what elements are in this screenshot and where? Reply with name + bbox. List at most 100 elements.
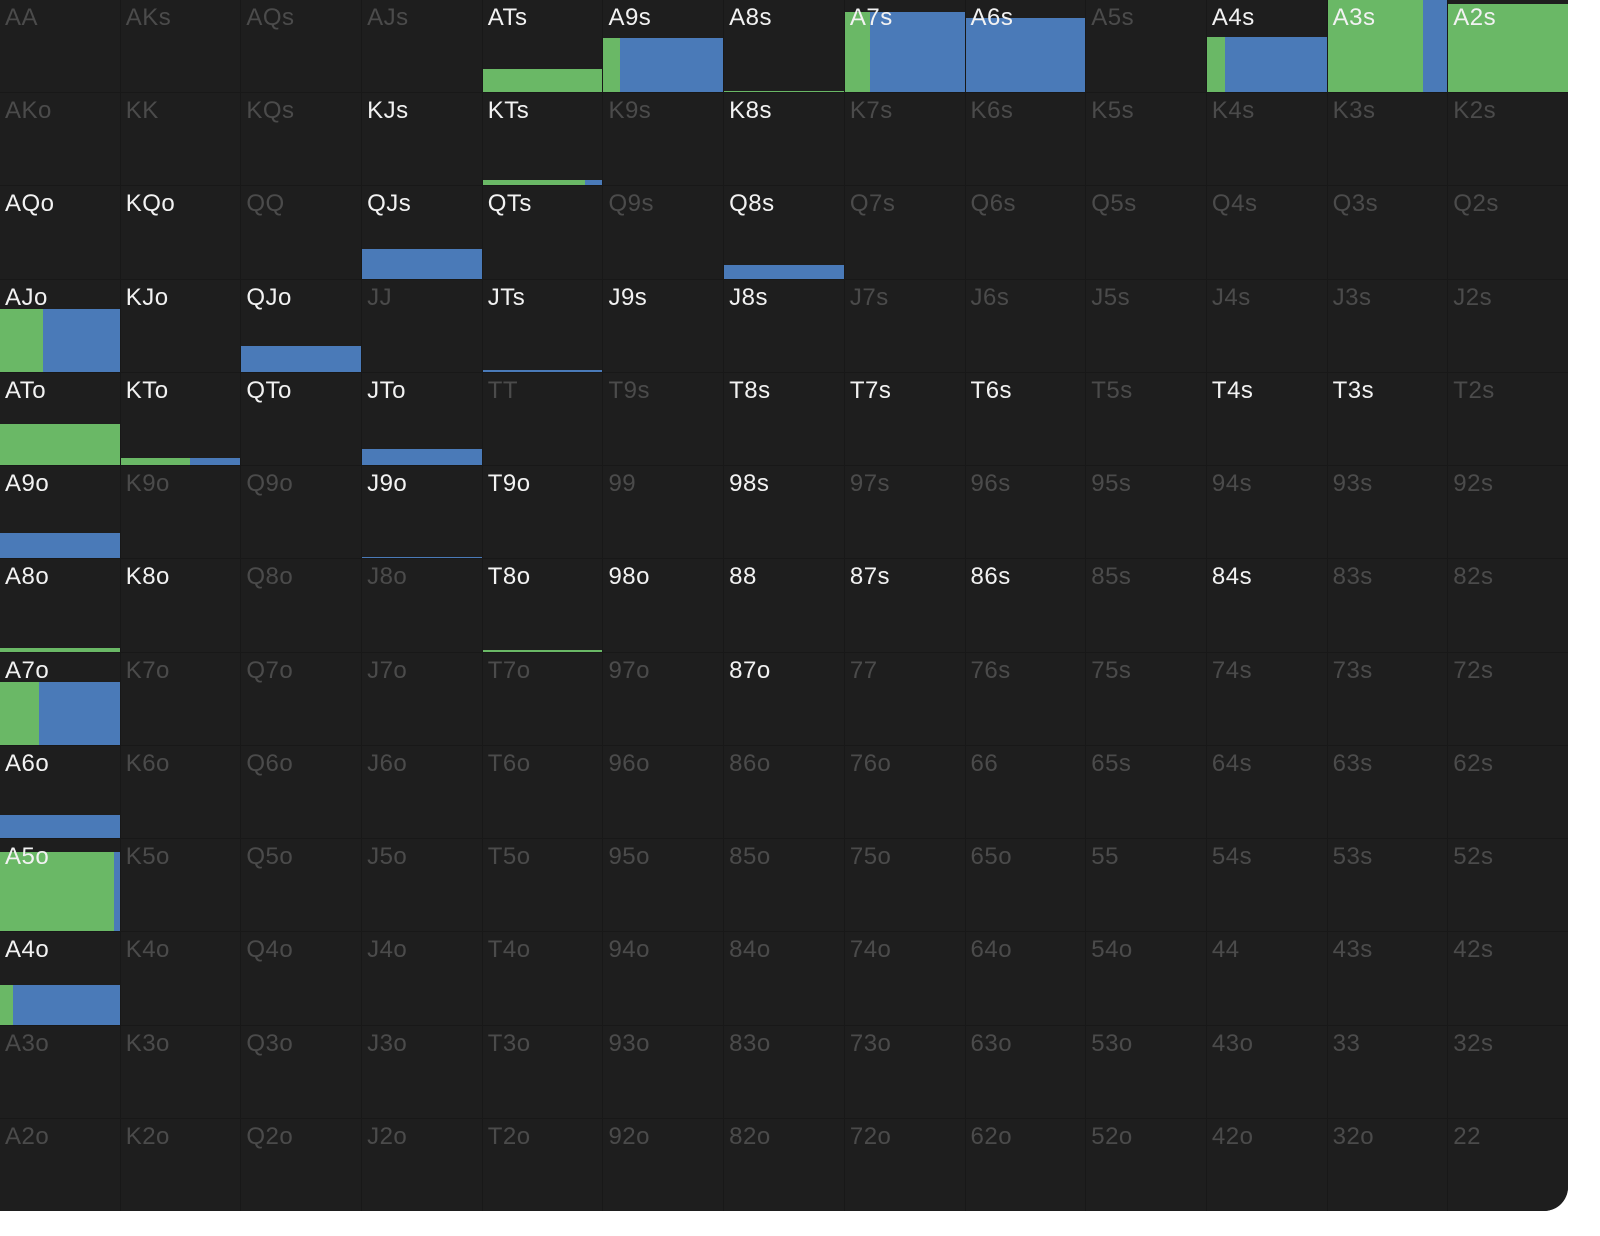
hand-cell[interactable]: J9s — [603, 279, 724, 372]
hand-cell[interactable]: 74s — [1206, 652, 1327, 745]
hand-cell[interactable]: 65s — [1086, 745, 1206, 839]
hand-cell[interactable]: 43o — [1206, 1025, 1327, 1118]
hand-cell[interactable]: K2s — [1448, 93, 1568, 186]
hand-cell[interactable]: 82o — [724, 1118, 844, 1211]
hand-cell[interactable]: JTo — [362, 372, 482, 466]
hand-cell[interactable]: 96s — [965, 466, 1086, 559]
hand-cell[interactable]: Q2o — [241, 1118, 362, 1211]
hand-cell[interactable]: J6o — [362, 745, 482, 839]
hand-cell[interactable]: 62s — [1448, 745, 1568, 839]
hand-cell[interactable]: A2o — [0, 1118, 120, 1211]
hand-cell[interactable]: T6s — [965, 372, 1086, 466]
hand-cell[interactable]: TT — [482, 372, 603, 466]
hand-cell[interactable]: Q6s — [965, 186, 1086, 279]
hand-cell[interactable]: 64s — [1206, 745, 1327, 839]
hand-cell[interactable]: QTs — [482, 186, 603, 279]
hand-cell[interactable]: Q4o — [241, 932, 362, 1025]
hand-cell[interactable]: J6s — [965, 279, 1086, 372]
hand-cell[interactable]: AQo — [0, 186, 120, 279]
hand-cell[interactable]: T8s — [724, 372, 844, 466]
hand-cell[interactable]: J8o — [362, 559, 482, 652]
hand-cell[interactable]: 32s — [1448, 1025, 1568, 1118]
hand-cell[interactable]: A9s — [603, 0, 724, 93]
hand-cell[interactable]: 44 — [1206, 932, 1327, 1025]
hand-cell[interactable]: Q7s — [844, 186, 965, 279]
hand-cell[interactable]: J3s — [1327, 279, 1448, 372]
hand-cell[interactable]: J8s — [724, 279, 844, 372]
hand-cell[interactable]: A3o — [0, 1025, 120, 1118]
hand-cell[interactable]: A9o — [0, 466, 120, 559]
hand-cell[interactable]: Q2s — [1448, 186, 1568, 279]
hand-cell[interactable]: 43s — [1327, 932, 1448, 1025]
hand-cell[interactable]: 62o — [965, 1118, 1086, 1211]
hand-cell[interactable]: 95o — [603, 839, 724, 932]
hand-cell[interactable]: 73s — [1327, 652, 1448, 745]
hand-cell[interactable]: 75o — [844, 839, 965, 932]
hand-cell[interactable]: A4o — [0, 932, 120, 1025]
hand-cell[interactable]: 54o — [1086, 932, 1206, 1025]
hand-cell[interactable]: A7s — [844, 0, 965, 93]
hand-cell[interactable]: Q9o — [241, 466, 362, 559]
hand-cell[interactable]: K8s — [724, 93, 844, 186]
hand-cell[interactable]: 63o — [965, 1025, 1086, 1118]
hand-cell[interactable]: 65o — [965, 839, 1086, 932]
hand-cell[interactable]: 96o — [603, 745, 724, 839]
hand-cell[interactable]: Q7o — [241, 652, 362, 745]
hand-cell[interactable]: A5s — [1086, 0, 1206, 93]
hand-cell[interactable]: K8o — [120, 559, 241, 652]
hand-cell[interactable]: 72o — [844, 1118, 965, 1211]
hand-cell[interactable]: 85o — [724, 839, 844, 932]
hand-cell[interactable]: ATo — [0, 372, 120, 466]
hand-cell[interactable]: J2o — [362, 1118, 482, 1211]
hand-cell[interactable]: J5o — [362, 839, 482, 932]
hand-cell[interactable]: T2s — [1448, 372, 1568, 466]
hand-cell[interactable]: K4o — [120, 932, 241, 1025]
hand-cell[interactable]: KQo — [120, 186, 241, 279]
hand-cell[interactable]: 66 — [965, 745, 1086, 839]
hand-cell[interactable]: K5s — [1086, 93, 1206, 186]
hand-cell[interactable]: J9o — [362, 466, 482, 559]
hand-cell[interactable]: K9s — [603, 93, 724, 186]
hand-cell[interactable]: QQ — [241, 186, 362, 279]
hand-cell[interactable]: AA — [0, 0, 120, 93]
hand-cell[interactable]: 92o — [603, 1118, 724, 1211]
hand-cell[interactable]: Q8s — [724, 186, 844, 279]
hand-cell[interactable]: 85s — [1086, 559, 1206, 652]
hand-cell[interactable]: 86o — [724, 745, 844, 839]
hand-cell[interactable]: KJo — [120, 279, 241, 372]
hand-cell[interactable]: 22 — [1448, 1118, 1568, 1211]
hand-cell[interactable]: 52s — [1448, 839, 1568, 932]
hand-cell[interactable]: JJ — [362, 279, 482, 372]
hand-cell[interactable]: T7o — [482, 652, 603, 745]
hand-cell[interactable]: 52o — [1086, 1118, 1206, 1211]
hand-cell[interactable]: 73o — [844, 1025, 965, 1118]
hand-cell[interactable]: T4o — [482, 932, 603, 1025]
hand-cell[interactable]: 77 — [844, 652, 965, 745]
hand-cell[interactable]: 97s — [844, 466, 965, 559]
hand-cell[interactable]: 55 — [1086, 839, 1206, 932]
hand-cell[interactable]: 63s — [1327, 745, 1448, 839]
hand-cell[interactable]: K9o — [120, 466, 241, 559]
hand-cell[interactable]: T9o — [482, 466, 603, 559]
hand-cell[interactable]: 64o — [965, 932, 1086, 1025]
hand-cell[interactable]: 94o — [603, 932, 724, 1025]
hand-cell[interactable]: K4s — [1206, 93, 1327, 186]
hand-cell[interactable]: 53o — [1086, 1025, 1206, 1118]
hand-cell[interactable]: 92s — [1448, 466, 1568, 559]
hand-cell[interactable]: QJo — [241, 279, 362, 372]
hand-cell[interactable]: K6s — [965, 93, 1086, 186]
hand-cell[interactable]: J2s — [1448, 279, 1568, 372]
hand-cell[interactable]: Q6o — [241, 745, 362, 839]
hand-cell[interactable]: A7o — [0, 652, 120, 745]
hand-cell[interactable]: AKs — [120, 0, 241, 93]
hand-cell[interactable]: 87s — [844, 559, 965, 652]
hand-cell[interactable]: T5s — [1086, 372, 1206, 466]
hand-cell[interactable]: T2o — [482, 1118, 603, 1211]
hand-cell[interactable]: T5o — [482, 839, 603, 932]
hand-cell[interactable]: A4s — [1206, 0, 1327, 93]
hand-cell[interactable]: 86s — [965, 559, 1086, 652]
hand-cell[interactable]: 42o — [1206, 1118, 1327, 1211]
hand-cell[interactable]: AJo — [0, 279, 120, 372]
hand-cell[interactable]: 84s — [1206, 559, 1327, 652]
hand-cell[interactable]: QJs — [362, 186, 482, 279]
